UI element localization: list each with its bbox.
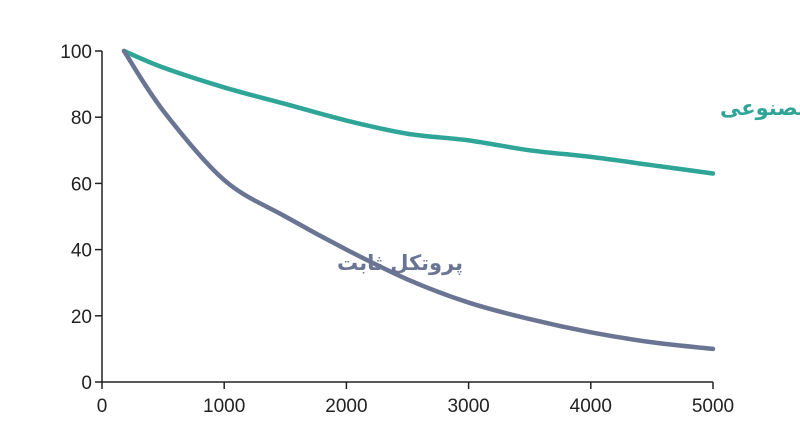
y-tick-label: 40 (71, 241, 92, 262)
series-labels: تطبیقی مبتنی بر هوش مصنوعی پروتکل ثابت (337, 96, 800, 275)
y-tick-label: 20 (71, 307, 92, 328)
y-tick-label: 100 (60, 42, 92, 63)
x-tick-label: 5000 (692, 396, 734, 417)
x-tick-label: 1000 (203, 396, 245, 417)
axis-ticks: 0 1000 2000 3000 4000 5000 0 20 40 60 80 100 (60, 42, 734, 417)
series-line-ai-adaptive (121, 48, 716, 176)
chart-axes (101, 51, 713, 383)
series-label-ai-adaptive: تطبیقی مبتنی بر هوش مصنوعی (720, 96, 800, 120)
x-tick-label: 0 (97, 396, 108, 417)
y-tick-label: 60 (71, 174, 92, 195)
y-tick-label: 0 (81, 373, 92, 394)
y-tick-label: 80 (71, 108, 92, 129)
x-tick-label: 4000 (570, 396, 612, 417)
x-tick-label: 3000 (447, 396, 489, 417)
x-tick-label: 2000 (325, 396, 367, 417)
series-lines (121, 48, 716, 352)
series-label-fixed-protocol: پروتکل ثابت (337, 251, 463, 275)
series-line-fixed-protocol (121, 48, 716, 352)
